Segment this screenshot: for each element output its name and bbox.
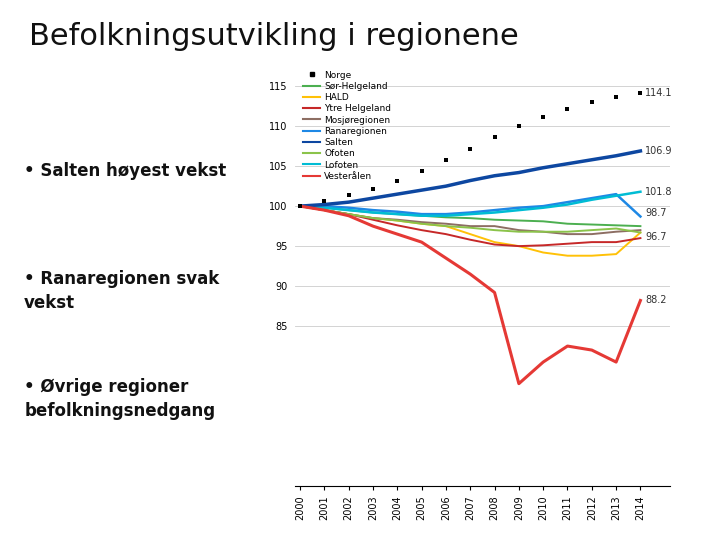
Legend: Norge, Sør-Helgeland, HALD, Ytre Helgeland, Mosjøregionen, Ranaregionen, Salten,: Norge, Sør-Helgeland, HALD, Ytre Helgela…: [303, 71, 391, 181]
Text: 106.9: 106.9: [645, 146, 672, 156]
Text: • Ranaregionen svak
vekst: • Ranaregionen svak vekst: [24, 270, 220, 312]
Text: 98.7: 98.7: [645, 207, 667, 218]
Text: Befolkningsutvikling i regionene: Befolkningsutvikling i regionene: [29, 22, 518, 51]
Text: • Øvrige regioner
befolkningsnedgang: • Øvrige regioner befolkningsnedgang: [24, 378, 215, 420]
Text: 114.1: 114.1: [645, 89, 672, 98]
Text: 101.8: 101.8: [645, 187, 672, 197]
Text: • Salten høyest vekst: • Salten høyest vekst: [24, 162, 227, 180]
Text: 96.7: 96.7: [645, 232, 667, 241]
Text: 88.2: 88.2: [645, 295, 667, 306]
